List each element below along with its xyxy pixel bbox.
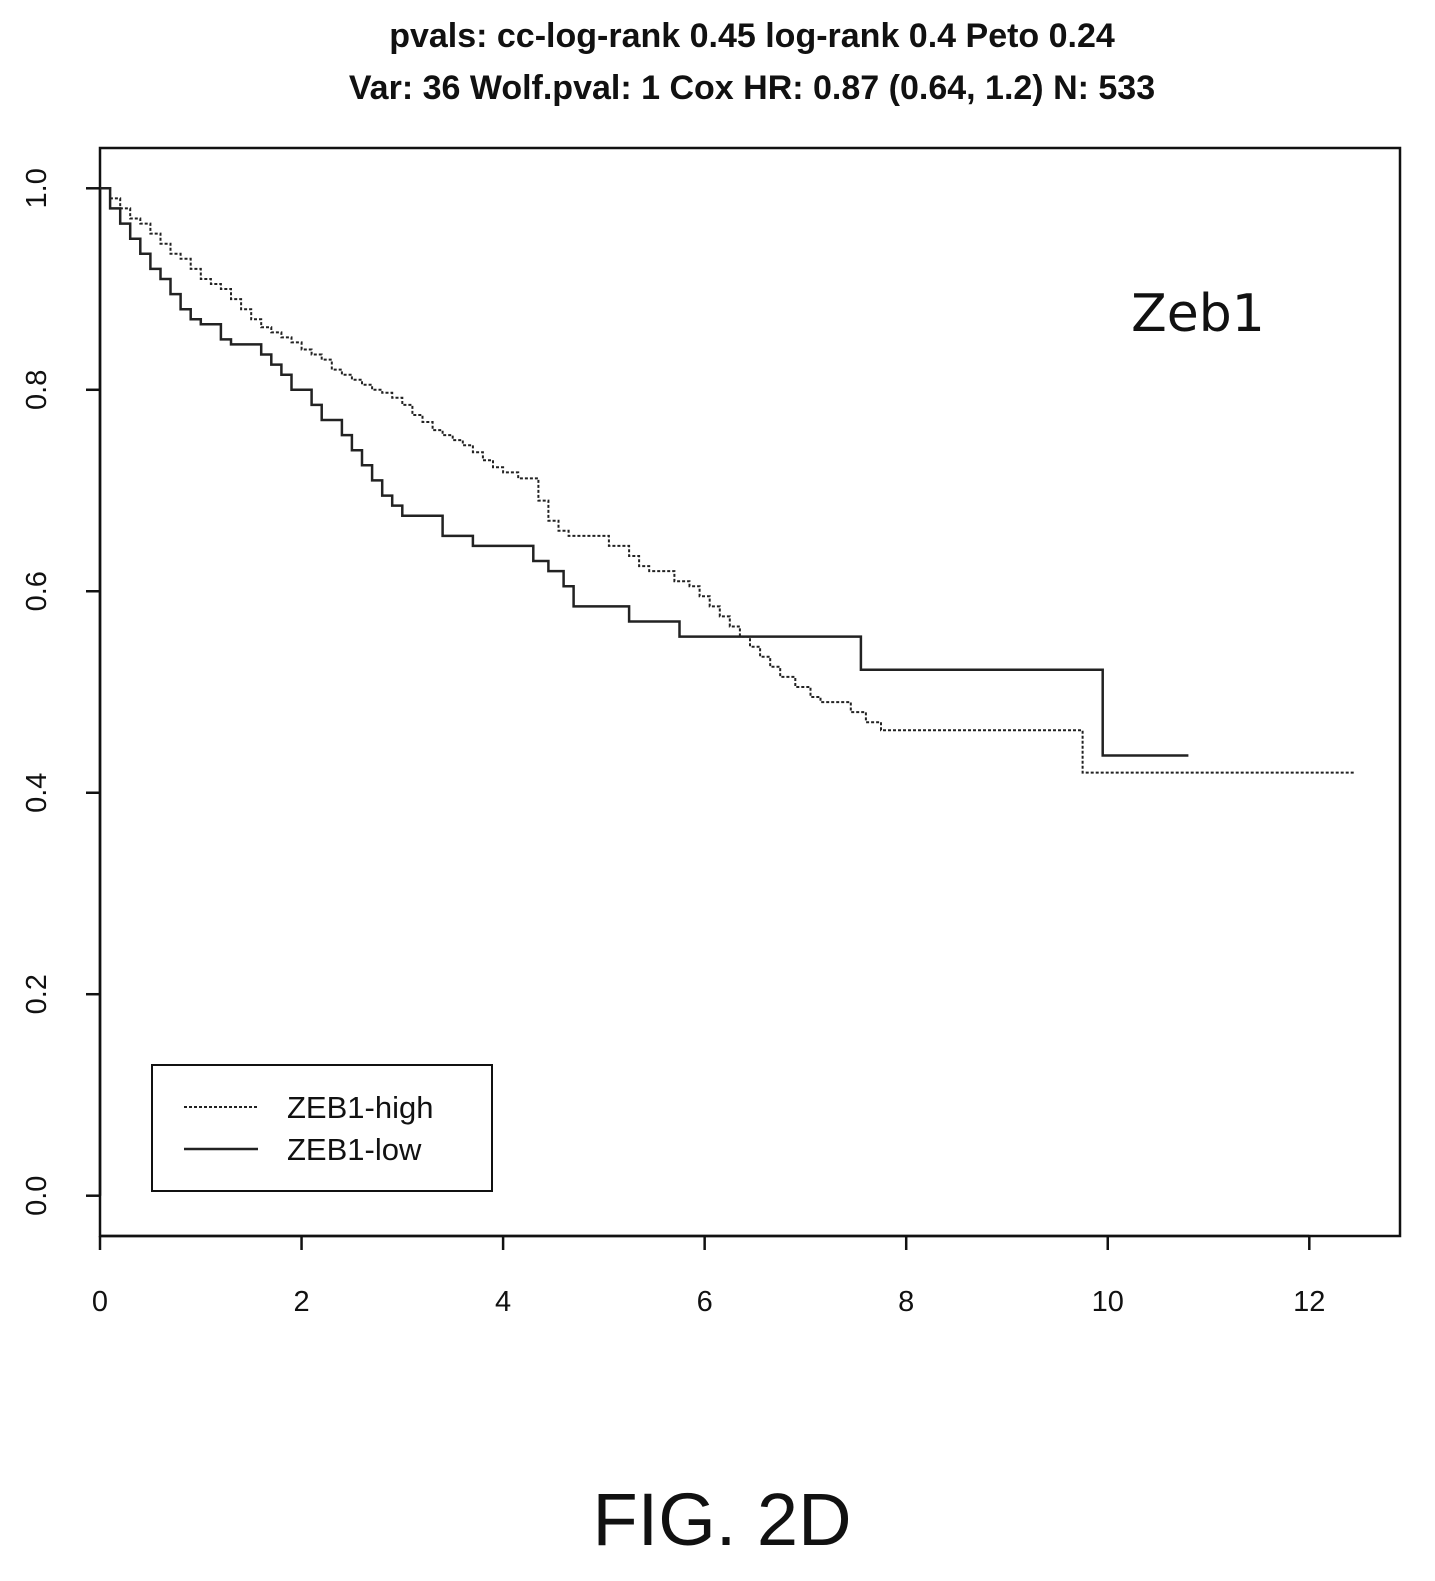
legend-label-zeb1-low: ZEB1-low xyxy=(287,1132,422,1167)
gene-annotation: Zeb1 xyxy=(1131,284,1265,344)
x-axis: 0 2 4 6 8 10 12 xyxy=(92,1234,1325,1318)
x-tick-label: 2 xyxy=(293,1286,309,1318)
y-tick-label: 1.0 xyxy=(21,168,53,208)
legend-box xyxy=(151,1064,493,1192)
y-tick-label: 0.6 xyxy=(21,571,53,611)
y-tick-label: 0.2 xyxy=(21,974,53,1014)
x-tick-label: 6 xyxy=(697,1286,713,1318)
figure-label: FIG. 2D xyxy=(592,1478,851,1561)
chart-title-line-2: Var: 36 Wolf.pval: 1 Cox HR: 0.87 (0.64,… xyxy=(349,69,1155,107)
x-tick-label: 0 xyxy=(92,1286,108,1318)
x-tick-label: 12 xyxy=(1293,1286,1325,1318)
y-tick-label: 0.4 xyxy=(21,773,53,813)
y-tick-label: 0.8 xyxy=(21,370,53,410)
chart-title-line-1: pvals: cc-log-rank 0.45 log-rank 0.4 Pet… xyxy=(389,17,1115,55)
y-axis: 0.0 0.2 0.4 0.6 0.8 1.0 xyxy=(21,168,102,1216)
series-layer xyxy=(100,187,1355,774)
x-tick-label: 10 xyxy=(1092,1286,1124,1318)
legend: ZEB1-high ZEB1-low xyxy=(151,1064,493,1192)
x-tick-label: 4 xyxy=(495,1286,511,1318)
x-tick-label: 8 xyxy=(898,1286,914,1318)
legend-label-zeb1-high: ZEB1-high xyxy=(287,1090,433,1125)
series-line-zeb1-low xyxy=(100,187,1189,757)
y-tick-label: 0.0 xyxy=(21,1176,53,1216)
series-line-zeb1-high xyxy=(100,187,1355,774)
